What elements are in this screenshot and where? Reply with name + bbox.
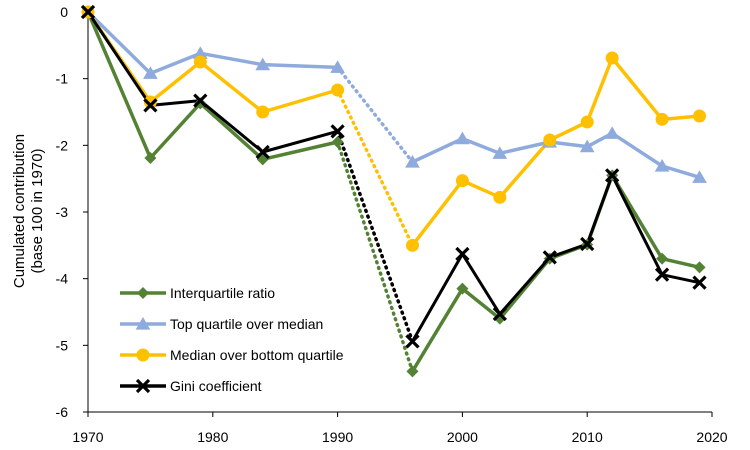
data-point-triangle	[135, 317, 151, 330]
data-point-diamond	[406, 365, 419, 378]
x-tick-label: 1990	[322, 429, 353, 445]
y-tick-label: 0	[60, 4, 68, 20]
data-point-x	[492, 306, 507, 322]
series-line	[410, 173, 700, 373]
data-point-circle	[543, 133, 557, 147]
data-point-circle	[405, 238, 419, 252]
data-point-x	[654, 267, 670, 282]
x-tick-label: 2000	[447, 429, 478, 445]
x-tick-label: 1970	[72, 429, 103, 445]
data-point-diamond	[137, 287, 149, 299]
data-point-circle	[193, 55, 207, 69]
data-point-diamond	[331, 136, 344, 148]
data-point-x	[542, 250, 557, 265]
y-tick-label: -4	[56, 271, 69, 287]
y-tick-label: -2	[56, 137, 69, 153]
y-axis-title: Cumulated contribution(base 100 in 1970)	[11, 134, 46, 288]
series-gap-dotted-line	[335, 140, 415, 374]
data-point-triangle	[405, 155, 420, 168]
x-tick-label: 2010	[572, 429, 603, 445]
series-line	[86, 11, 338, 154]
data-point-triangle	[492, 146, 508, 159]
data-point-circle	[580, 115, 594, 129]
data-point-circle	[256, 105, 270, 119]
series-gap-dotted-line	[335, 65, 415, 164]
data-point-x	[605, 168, 620, 183]
legend-label: Interquartile ratio	[170, 285, 275, 301]
y-axis-title-line: Cumulated contribution	[11, 134, 28, 288]
data-point-triangle	[143, 66, 158, 79]
data-point-x	[143, 98, 158, 113]
y-tick-label: -1	[56, 71, 69, 87]
data-point-triangle	[579, 139, 595, 153]
x-tick-label: 1980	[197, 429, 228, 445]
data-point-circle	[136, 348, 150, 362]
y-tick-label: -3	[56, 204, 69, 220]
data-point-circle	[655, 112, 669, 126]
data-point-diamond	[194, 97, 207, 110]
data-point-diamond	[144, 152, 157, 164]
data-point-x	[455, 246, 470, 262]
series-line	[411, 131, 701, 180]
y-tick-label: -5	[56, 337, 69, 353]
data-point-x	[330, 124, 345, 139]
data-point-triangle	[455, 131, 470, 145]
data-point-triangle	[192, 46, 208, 59]
x-tick-label: 2020	[696, 429, 727, 445]
data-point-x	[255, 144, 270, 160]
data-point-x	[580, 236, 595, 252]
data-point-triangle	[692, 170, 707, 183]
data-point-diamond	[693, 261, 706, 274]
data-point-x	[405, 334, 420, 349]
data-point-circle	[143, 95, 157, 109]
data-point-triangle	[604, 126, 620, 139]
series-line	[86, 11, 338, 162]
data-point-diamond	[456, 282, 469, 295]
data-point-triangle	[255, 57, 271, 71]
data-point-circle	[493, 190, 507, 204]
legend-label: Top quartile over median	[170, 316, 323, 332]
data-point-circle	[331, 83, 345, 97]
series-line	[411, 173, 700, 343]
y-axis-title-line: (base 100 in 1970)	[29, 148, 46, 273]
data-point-triangle	[330, 60, 345, 73]
data-point-x	[135, 378, 151, 394]
data-point-triangle	[654, 159, 670, 172]
data-point-circle	[605, 51, 619, 65]
data-point-circle	[693, 109, 707, 123]
legend-label: Gini coefficient	[170, 378, 262, 394]
series-gap-dotted-line	[335, 88, 415, 248]
data-point-circle	[455, 174, 469, 188]
series-line	[411, 56, 700, 247]
legend-label: Median over bottom quartile	[170, 347, 344, 363]
data-point-x	[80, 4, 96, 20]
data-point-diamond	[656, 252, 669, 265]
series-gap-dotted-line	[335, 129, 415, 344]
y-tick-label: -6	[56, 404, 69, 420]
data-point-x	[193, 93, 208, 108]
data-point-x	[692, 275, 707, 290]
